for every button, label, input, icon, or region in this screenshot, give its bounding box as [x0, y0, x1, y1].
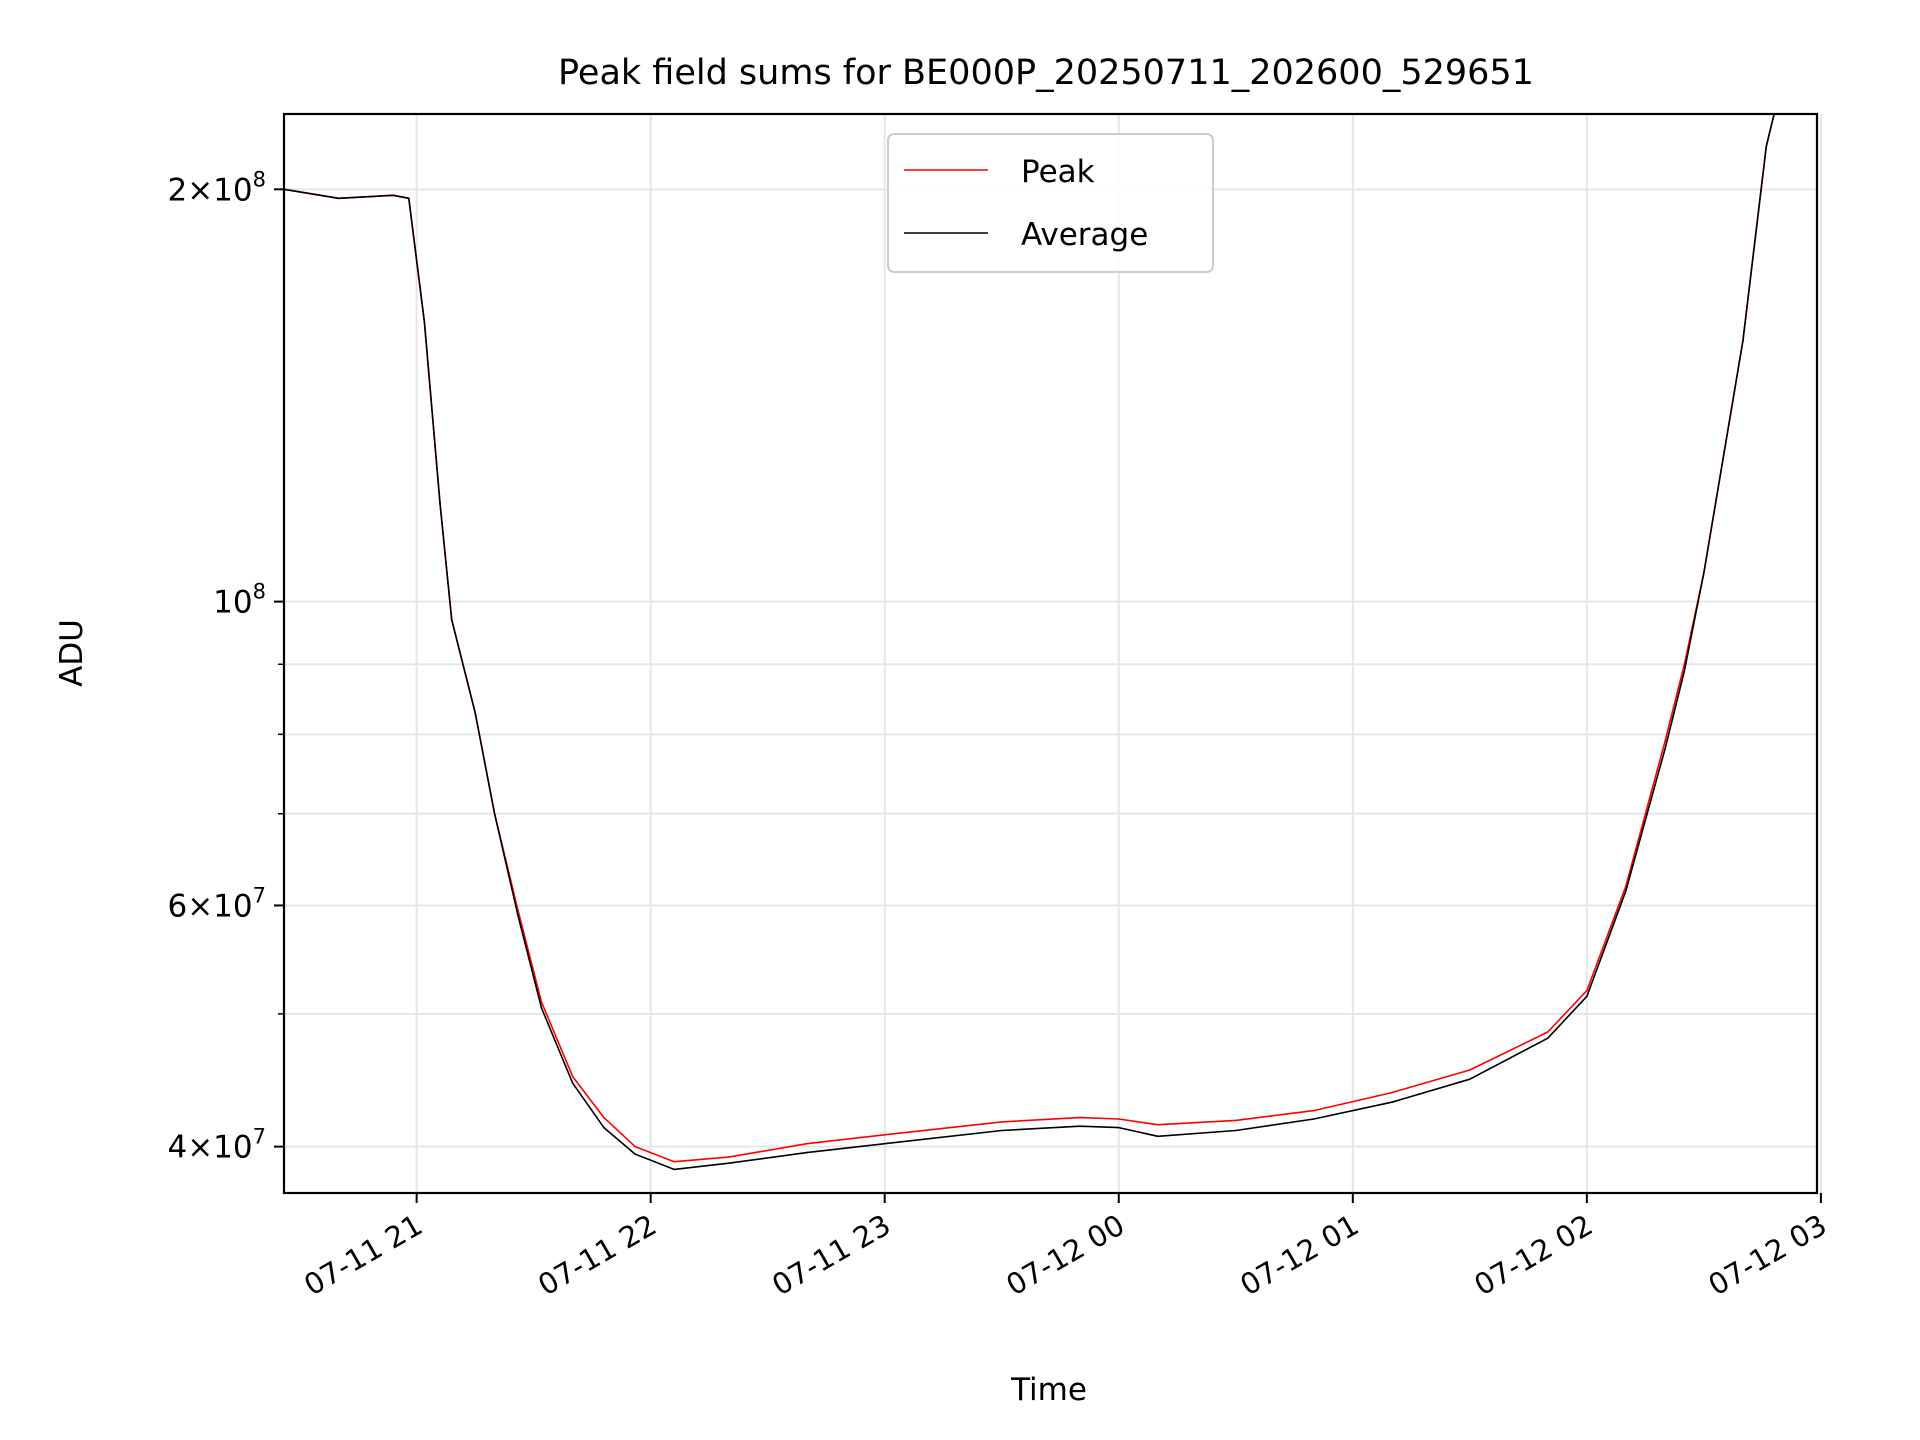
- series-layer: [284, 114, 1775, 1171]
- data-point-average: [1079, 1125, 1081, 1127]
- legend: Peak Average: [887, 133, 1214, 273]
- data-point-average: [1469, 1078, 1471, 1080]
- data-point-peak: [634, 1145, 636, 1148]
- y-tick-label: 4×107: [167, 1125, 266, 1166]
- data-point-average: [1547, 1037, 1549, 1039]
- data-point-average: [392, 194, 395, 197]
- data-point-average: [1000, 1129, 1003, 1132]
- chart-title: Peak field sums for BE000P_20250711_2026…: [558, 53, 1534, 93]
- x-tick-label: 07-11 22: [532, 1208, 662, 1303]
- data-point-peak: [1235, 1119, 1237, 1122]
- y-tick-label: 6×107: [167, 883, 266, 924]
- data-point-peak: [1586, 989, 1588, 992]
- data-point-average: [603, 1126, 605, 1129]
- legend-peak-label: Peak: [1021, 154, 1095, 190]
- legend-average-label: Average: [1021, 217, 1148, 253]
- data-point-average: [474, 711, 476, 714]
- data-point-average: [337, 197, 340, 200]
- data-point-peak: [1118, 1118, 1120, 1120]
- x-tick-label: 07-12 01: [1234, 1208, 1364, 1303]
- data-point-peak: [1469, 1069, 1471, 1071]
- x-tick-label: 07-12 02: [1468, 1208, 1598, 1303]
- data-point-average: [1313, 1118, 1315, 1120]
- data-point-average: [1703, 571, 1705, 574]
- data-point-average: [1235, 1129, 1237, 1132]
- data-point-peak: [805, 1142, 808, 1145]
- data-point-average: [1118, 1126, 1120, 1129]
- data-point-average: [1742, 340, 1744, 342]
- x-tick-label: 07-11 23: [766, 1208, 896, 1303]
- data-point-average: [1664, 748, 1666, 751]
- data-point-average: [883, 1142, 886, 1145]
- gridlines: [284, 114, 1822, 1193]
- data-point-peak: [603, 1116, 605, 1119]
- data-point-average: [1765, 145, 1768, 148]
- x-tick-label: 07-11 21: [298, 1208, 428, 1303]
- data-point-peak: [727, 1156, 730, 1158]
- data-point-average: [673, 1168, 675, 1171]
- x-tick-label: 07-12 00: [1000, 1208, 1130, 1303]
- x-axis-label: Time: [1010, 1372, 1087, 1408]
- data-point-average: [450, 618, 453, 621]
- data-point-peak: [1157, 1123, 1159, 1126]
- data-point-peak: [1683, 663, 1686, 666]
- data-point-peak: [571, 1075, 574, 1078]
- data-point-peak: [1547, 1031, 1549, 1033]
- data-point-peak: [1391, 1091, 1393, 1094]
- data-point-average: [805, 1151, 808, 1154]
- data-point-peak: [1664, 741, 1666, 743]
- data-point-peak: [540, 1001, 543, 1003]
- data-point-average: [1391, 1101, 1393, 1103]
- plot-frame: [282, 112, 1819, 1195]
- data-point-average: [1157, 1135, 1159, 1138]
- y-axis-label: ADU: [54, 619, 90, 687]
- y-axis-ticks: 2×108 108 6×107 4×107: [167, 167, 284, 1166]
- legend-box: [887, 133, 1214, 273]
- data-point-average: [540, 1007, 543, 1009]
- y-tick-label: 108: [213, 580, 266, 621]
- data-point-peak: [1000, 1121, 1003, 1123]
- data-point-peak: [883, 1134, 886, 1136]
- data-point-average: [1683, 670, 1686, 672]
- data-point-average: [571, 1082, 574, 1084]
- data-point-average: [423, 321, 426, 323]
- data-point-average: [493, 813, 496, 815]
- x-tick-label: 07-12 03: [1702, 1208, 1832, 1303]
- y-tick-label: 2×108: [167, 167, 266, 208]
- data-point-average: [634, 1153, 636, 1155]
- data-point-average: [1586, 995, 1588, 998]
- data-point-peak: [1313, 1109, 1315, 1112]
- data-point-average: [727, 1162, 730, 1164]
- data-point-peak: [673, 1160, 675, 1163]
- data-point-peak: [1079, 1116, 1081, 1119]
- data-point-average: [517, 914, 519, 917]
- data-point-average: [439, 502, 441, 505]
- data-point-average: [1625, 890, 1627, 892]
- x-axis-ticks: 07-11 21 07-11 22 07-11 23 07-12 00 07-12 01…: [298, 1193, 1832, 1302]
- data-point-average: [408, 197, 410, 200]
